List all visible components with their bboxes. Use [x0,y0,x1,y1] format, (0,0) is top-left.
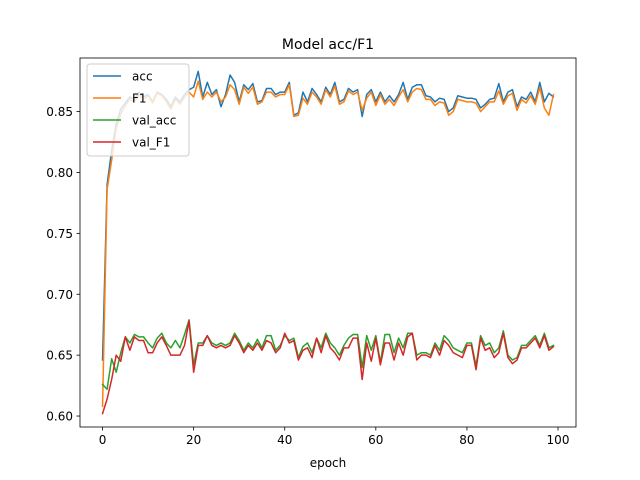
legend-box [86,63,190,157]
legend-label-val-acc: val_acc [132,114,176,128]
series-line-val-F1 [101,320,555,415]
x-tick-label: 100 [547,433,570,447]
y-tick-label: 0.85 [46,105,73,119]
y-tick-label: 0.70 [46,288,73,302]
y-tick-label: 0.75 [46,227,73,241]
y-tick-label: 0.60 [46,410,73,424]
axes-frame [79,57,577,428]
chart-title: Model acc/F1 [282,37,374,53]
legend-label-F1: F1 [132,92,147,106]
legend-label-acc: acc [132,70,153,84]
x-tick-label: 80 [459,433,474,447]
x-tick-label: 60 [368,433,383,447]
legend-label-val-F1: val_F1 [132,136,170,150]
legend: acc F1 val_acc val_F1 [86,63,190,157]
x-axis: 0 20 40 60 80 100 [99,427,570,447]
x-tick-label: 40 [277,433,292,447]
y-tick-label: 0.80 [46,166,73,180]
x-tick-label: 20 [186,433,201,447]
x-tick-label: 0 [99,433,107,447]
x-axis-label: epoch [310,456,347,470]
y-axis: 0.60 0.65 0.70 0.75 0.80 0.85 [46,105,80,424]
y-tick-label: 0.65 [46,349,73,363]
